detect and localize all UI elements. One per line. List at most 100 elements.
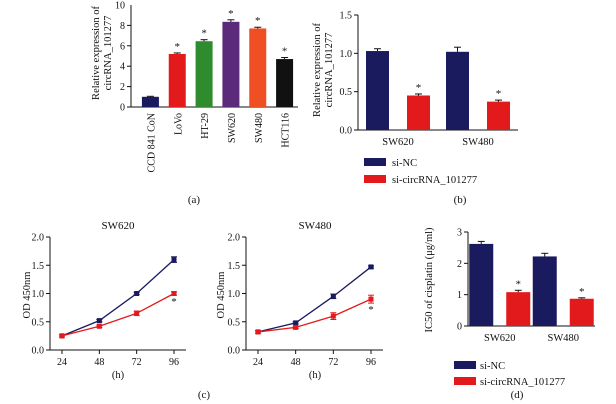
panel-d-sw620-si-circrna-101277-bar [506, 292, 531, 326]
panel-a-ylabel-line1: Relative expression of [91, 6, 102, 100]
panel-c2-si-nc-data-point [368, 264, 374, 270]
panel-d-sw480-si-circrna-101277-bar [569, 298, 594, 326]
panel-c1-si-circrna-101277-data-point [134, 310, 140, 316]
panel-a-label: (a) [188, 194, 201, 206]
panel-a-ytick-label-top: 10 [115, 1, 125, 12]
panel-c2-ylabel: OD 450nm [216, 272, 227, 319]
panel-c1-ylabel: OD 450nm [22, 272, 33, 319]
panel-a-sw480-bar [249, 28, 267, 107]
panel-b-ytick-label: 0.5 [340, 87, 353, 98]
panel-c1-si-nc-series-line [61, 259, 175, 337]
panel-a-hct116-significance-mark: * [282, 46, 288, 58]
panel-d-ytick-label: 2 [457, 259, 462, 270]
panel-c1-si-circrna-101277-series-line [61, 292, 175, 337]
panel-a-ht-29-bar [195, 41, 213, 107]
panel-d-sw480-si-nc-bar [532, 256, 557, 326]
panel-c1-ytick-label: 1.0 [32, 289, 45, 300]
panel-d-ytick-label: 1 [457, 290, 462, 301]
panel-a-ytick-label: 6 [120, 41, 125, 52]
panel-a-lovo-significance-mark: * [175, 41, 181, 53]
panel-b-ytick-label: 1.5 [340, 11, 353, 22]
panel-c1-xtick-label: 72 [132, 357, 142, 368]
panel-c2-xlabel: (h) [309, 370, 322, 381]
panel-d-sw620-si-nc-bar [469, 243, 494, 326]
panel-a-lovo-bar [168, 53, 186, 107]
panel-a-sw620-significance-mark: * [228, 8, 234, 20]
legend-d-swatch-si-circrna [454, 377, 476, 385]
panel-a-sw620-category-label: SW620 [227, 113, 238, 143]
panel-a-ccd-841-con-bar [141, 96, 159, 107]
panel-b-ytick-label: 1.0 [340, 49, 353, 60]
legend-d-label-si-nc: si-NC [480, 361, 505, 372]
panel-b-sw480-si-circrna-101277-significance-mark: * [496, 88, 502, 100]
panel-a-hct116-bar [276, 59, 294, 107]
panel-c1-si-nc-data-point [96, 318, 102, 324]
panel-c2-si-circrna-101277-data-point [293, 324, 299, 330]
panel-c-sw620-line-chart: SW620 OD 450nm (h) 0.0 0.5 1.0 1.5 2.0 24 48 72… [22, 220, 186, 381]
panel-c2-si-circrna-101277-data-point [368, 296, 374, 302]
panel-b-sw620-si-circrna-101277-bar [407, 95, 430, 130]
panel-a-ht-29-significance-mark: * [201, 28, 207, 40]
panel-c1-xtick-label: 96 [169, 357, 179, 368]
panel-c1-ytick-label: 0.5 [32, 317, 45, 328]
legend-d-label-si-circrna: si-circRNA_101277 [480, 377, 565, 388]
panel-c2-ytick-label: 1.0 [228, 289, 241, 300]
panel-c1-si-circrna-101277-data-point [171, 291, 177, 296]
panel-d-label: (d) [511, 389, 524, 401]
panel-d-sw480-si-circrna-101277-significance-mark: * [579, 286, 585, 298]
panel-a-sw480-category-label: SW480 [254, 113, 265, 143]
panel-c2-ytick-label: 2.0 [228, 233, 241, 244]
panel-b-ytick-label: 0.0 [340, 126, 353, 137]
panel-b-category-label-sw480: SW480 [462, 137, 494, 148]
panel-a-sw480-significance-mark: * [255, 15, 261, 27]
panel-c1-xtick-label: 48 [94, 357, 104, 368]
panel-c2-xtick-label: 24 [253, 357, 263, 368]
panel-c2-xtick-label: 48 [291, 357, 301, 368]
panel-c2-si-nc-data-point [293, 320, 299, 326]
panel-c1-si-nc-data-point [134, 291, 140, 296]
panel-c1-ytick-label: 1.5 [32, 261, 45, 272]
panel-a-ytick-label: 0 [120, 103, 125, 114]
panel-a-ytick-label: 2 [120, 82, 125, 93]
panel-c2-si-circrna-101277-significance-mark: * [368, 304, 374, 316]
panel-b-label: (b) [454, 194, 467, 206]
panel-c2-ytick-label: 0.5 [228, 317, 241, 328]
legend-b-label-si-circrna: si-circRNA_101277 [392, 175, 477, 186]
legend-d-swatch-si-nc [454, 361, 476, 369]
panel-c-sw480-line-chart: SW480 OD 450nm (h) (c) 0.0 0.5 1.0 1.5 2.0 24… [198, 220, 383, 401]
panel-d-sw620-si-circrna-101277-significance-mark: * [516, 278, 522, 290]
panel-c2-xtick-label: 72 [328, 357, 338, 368]
panel-a-ccd-841-con-category-label: CCD 841 CoN [146, 113, 157, 172]
panel-d-category-label-sw620: SW620 [484, 333, 516, 344]
panel-c2-si-nc-series-line [257, 266, 372, 333]
panel-c2-title: SW480 [299, 220, 333, 232]
panel-c2-si-nc-data-point [330, 293, 336, 299]
panel-c1-si-nc-data-point [171, 257, 177, 263]
panel-c2-ytick-label: 0.0 [228, 346, 241, 357]
panel-d-ylabel: IC50 of cisplatin (μg/ml) [424, 227, 435, 333]
panel-d-category-label-sw480: SW480 [548, 333, 580, 344]
panel-c1-xtick-label: 24 [57, 357, 67, 368]
panel-b-sw480-si-circrna-101277-bar [487, 101, 510, 130]
panel-d-bar-chart: IC50 of cisplatin (μg/ml) si-NC si-circR… [424, 227, 595, 401]
panel-c2-si-circrna-101277-series-line [257, 298, 372, 333]
panel-a-bar-chart: Relative expression of circRNA_101277 (a… [91, 1, 298, 206]
panel-c2-ytick-label: 1.5 [228, 261, 241, 272]
panel-b-sw480-si-nc-bar [446, 51, 469, 130]
panel-d-ytick-label: 0 [457, 322, 462, 333]
legend-b-label-si-nc: si-NC [392, 158, 417, 169]
panel-c1-title: SW620 [102, 220, 136, 232]
panel-b-sw620-si-nc-bar [366, 51, 389, 130]
panel-d-ytick-label: 3 [457, 228, 462, 239]
panel-b-ylabel-line1: Relative expression of [312, 23, 323, 117]
panel-a-ytick-label: 8 [120, 21, 125, 32]
panel-c2-xtick-label: 96 [366, 357, 376, 368]
panel-b-sw620-si-circrna-101277-significance-mark: * [416, 82, 422, 94]
panel-c1-si-circrna-101277-data-point [96, 323, 102, 329]
legend-b-swatch-si-circrna [364, 175, 386, 183]
panel-c1-ytick-label: 0.0 [32, 346, 45, 357]
panel-c1-ytick-label: 2.0 [32, 233, 45, 244]
panel-a-hct116-category-label: HCT116 [281, 113, 292, 148]
panel-b-ylabel-line2: circRNA_101277 [324, 33, 335, 108]
